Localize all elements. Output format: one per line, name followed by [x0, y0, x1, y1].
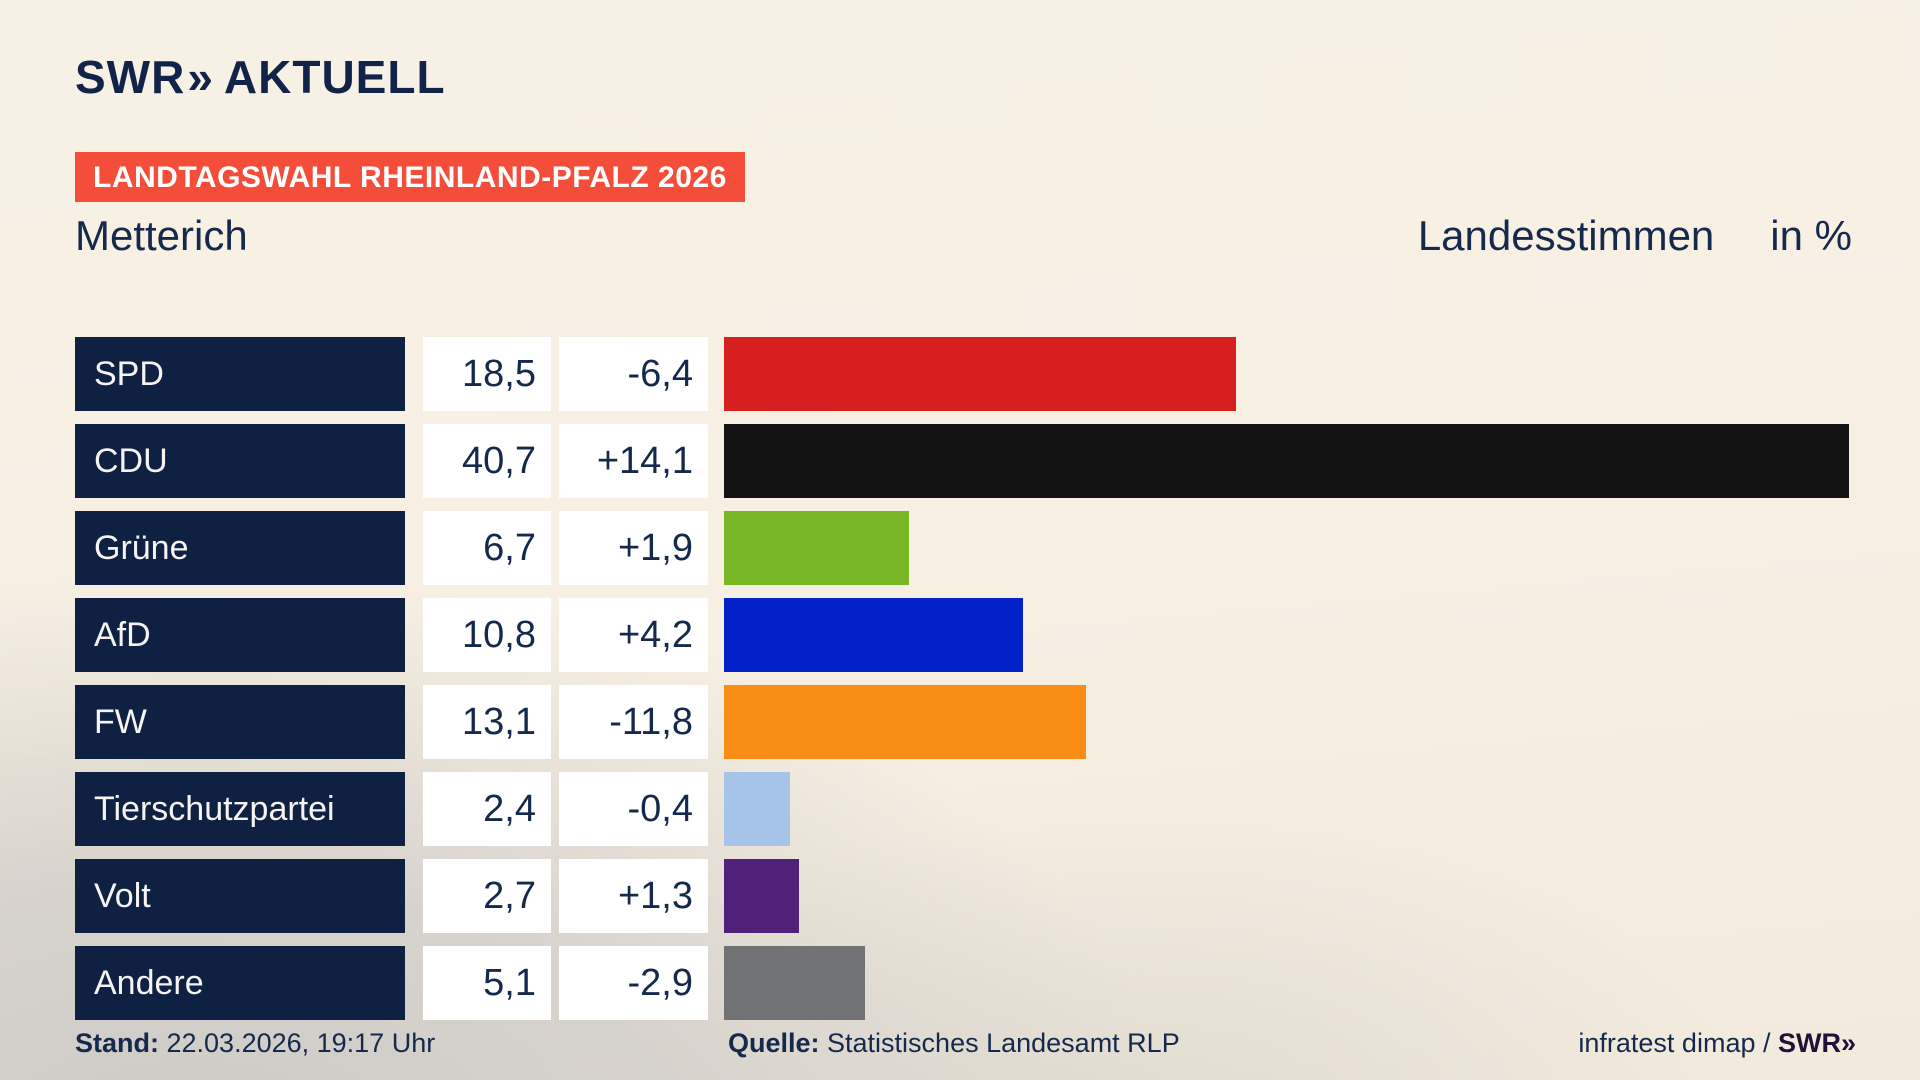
value-cell: 13,1 [423, 685, 551, 759]
swr-logo-text: SWR [75, 51, 186, 103]
party-label: CDU [75, 424, 405, 498]
double-chevron-icon: » [187, 51, 213, 103]
delta-cell: -0,4 [559, 772, 708, 846]
table-row-cdu: CDU 40,7 +14,1 [0, 424, 1920, 498]
party-label: Grüne [75, 511, 405, 585]
table-row-fw: FW 13,1 -11,8 [0, 685, 1920, 759]
delta-cell: -11,8 [559, 685, 708, 759]
credit-text: infratest dimap / [1578, 1028, 1778, 1058]
table-row-gruene: Grüne 6,7 +1,9 [0, 511, 1920, 585]
source-note: Quelle: Statistisches Landesamt RLP [728, 1028, 1180, 1059]
swr-aktuell-logo: SWR» AKTUELL [75, 50, 446, 104]
delta-cell: +4,2 [559, 598, 708, 672]
party-label: AfD [75, 598, 405, 672]
table-row-tierschutzpartei: Tierschutzpartei 2,4 -0,4 [0, 772, 1920, 846]
swr-credit-logo: SWR» [1777, 1028, 1856, 1058]
party-label: Tierschutzpartei [75, 772, 405, 846]
delta-cell: +1,3 [559, 859, 708, 933]
results-table: SPD 18,5 -6,4 CDU 40,7 +14,1 Grüne 6,7 +… [0, 337, 1920, 1033]
aktuell-logo-text: AKTUELL [223, 51, 446, 103]
region-title: Metterich [75, 212, 248, 259]
result-bar [724, 685, 1086, 759]
quelle-value: Statistisches Landesamt RLP [819, 1028, 1180, 1058]
delta-cell: +14,1 [559, 424, 708, 498]
result-bar [724, 946, 865, 1020]
party-label: SPD [75, 337, 405, 411]
result-bar [724, 337, 1236, 411]
result-bar [724, 859, 799, 933]
result-bar [724, 598, 1023, 672]
delta-cell: +1,9 [559, 511, 708, 585]
value-cell: 18,5 [423, 337, 551, 411]
credit-note: infratest dimap / SWR» [1578, 1028, 1856, 1059]
quelle-label: Quelle: [728, 1028, 820, 1058]
stand-label: Stand: [75, 1028, 159, 1058]
chart-title: Landesstimmen in % [1418, 212, 1852, 260]
footer: Stand: 22.03.2026, 19:17 Uhr Quelle: Sta… [0, 1028, 1920, 1068]
table-row-afd: AfD 10,8 +4,2 [0, 598, 1920, 672]
result-bar [724, 424, 1849, 498]
result-bar [724, 772, 790, 846]
result-bar [724, 511, 909, 585]
delta-cell: -6,4 [559, 337, 708, 411]
vote-type-title: Landesstimmen [1417, 212, 1715, 259]
value-cell: 2,4 [423, 772, 551, 846]
party-label: Volt [75, 859, 405, 933]
status-timestamp: Stand: 22.03.2026, 19:17 Uhr [75, 1028, 435, 1059]
delta-cell: -2,9 [559, 946, 708, 1020]
unit-title: in % [1770, 212, 1852, 259]
value-cell: 10,8 [423, 598, 551, 672]
table-row-andere: Andere 5,1 -2,9 [0, 946, 1920, 1020]
election-banner: LANDTAGSWAHL RHEINLAND-PFALZ 2026 [75, 152, 745, 202]
party-label: Andere [75, 946, 405, 1020]
stand-value: 22.03.2026, 19:17 Uhr [159, 1028, 436, 1058]
value-cell: 2,7 [423, 859, 551, 933]
value-cell: 5,1 [423, 946, 551, 1020]
table-row-spd: SPD 18,5 -6,4 [0, 337, 1920, 411]
value-cell: 6,7 [423, 511, 551, 585]
value-cell: 40,7 [423, 424, 551, 498]
table-row-volt: Volt 2,7 +1,3 [0, 859, 1920, 933]
party-label: FW [75, 685, 405, 759]
